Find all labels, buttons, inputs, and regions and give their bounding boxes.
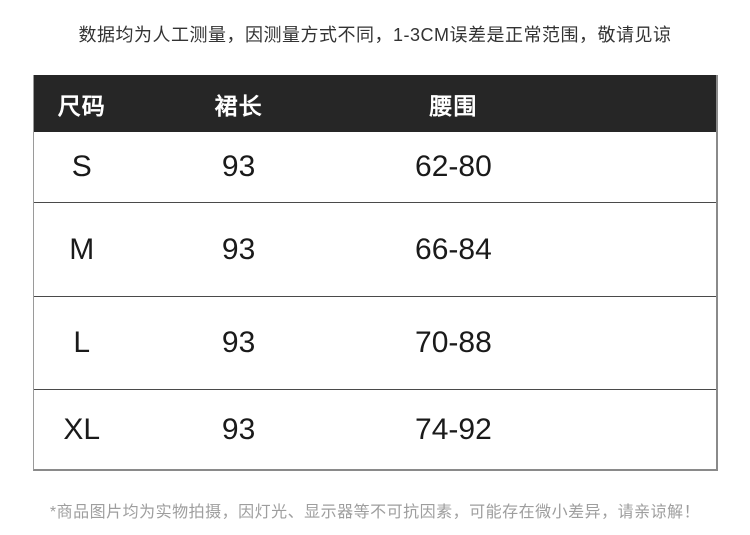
size-value: M	[69, 232, 95, 266]
table-row-size-l: L 93 70-88	[34, 296, 716, 389]
measurement-disclaimer-note: 数据均为人工测量，因测量方式不同，1-3CM误差是正常范围，敬请见谅	[78, 25, 672, 45]
waist-value: 74-92	[415, 412, 492, 446]
waist-value: 66-84	[415, 232, 492, 266]
column-header-skirt-length: 裙长	[214, 92, 263, 119]
column-header-waist: 腰围	[429, 92, 478, 119]
table-row-size-m: M 93 66-84	[34, 202, 716, 296]
size-chart-header-row: 尺码 裙长 腰围	[34, 75, 716, 132]
skirt-length-value: 93	[221, 232, 256, 266]
table-row-size-s: S 93 62-80	[34, 132, 716, 202]
waist-value: 70-88	[415, 326, 492, 359]
size-value: L	[73, 326, 91, 359]
skirt-length-value: 93	[221, 326, 256, 359]
skirt-length-value: 93	[221, 150, 256, 183]
size-chart-table: 尺码 裙长 腰围 S 93 62-80 M 93 66-84 L 93 70-8…	[33, 75, 718, 471]
skirt-length-value: 93	[221, 412, 256, 446]
column-header-size: 尺码	[57, 92, 106, 119]
waist-value: 62-80	[415, 150, 492, 183]
table-row-size-xl: XL 93 74-92	[34, 389, 716, 469]
photo-disclaimer-note: *商品图片均为实物拍摄，因灯光、显示器等不可抗因素，可能存在微小差异，请亲谅解！	[49, 504, 701, 521]
size-value: XL	[63, 412, 101, 446]
size-value: S	[71, 150, 92, 183]
